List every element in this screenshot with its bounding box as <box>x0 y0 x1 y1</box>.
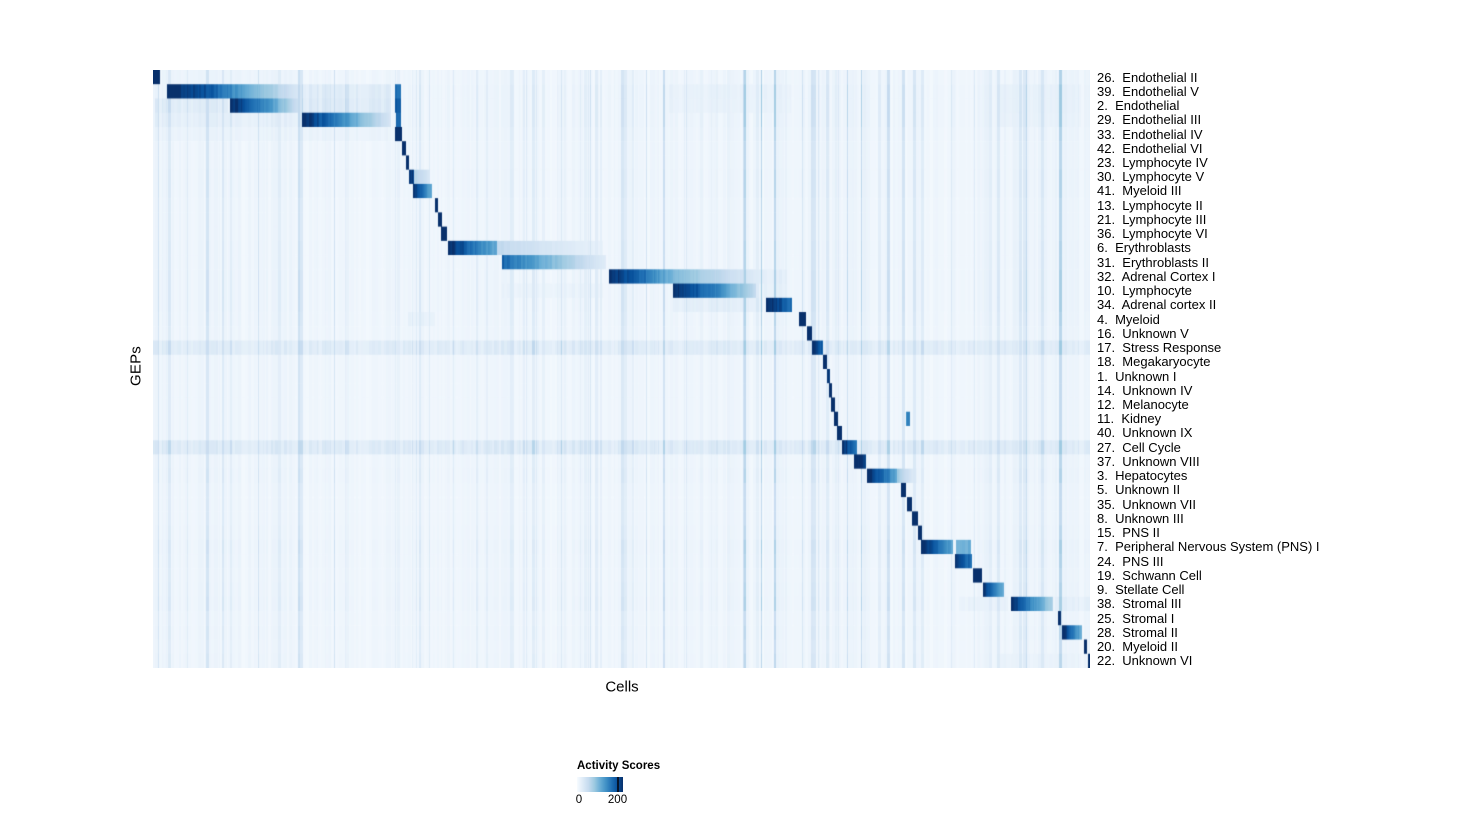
row-label: 40. Unknown IX <box>1097 425 1193 441</box>
row-label: 14. Unknown IV <box>1097 382 1193 398</box>
row-label: 5. Unknown II <box>1097 482 1181 498</box>
row-label: 11. Kidney <box>1097 411 1162 427</box>
legend-gradient-bar <box>577 777 623 792</box>
row-label: 15. PNS II <box>1097 525 1160 541</box>
row-label: 8. Unknown III <box>1097 510 1184 526</box>
row-label: 25. Stromal I <box>1097 610 1175 626</box>
row-label: 35. Unknown VII <box>1097 496 1196 512</box>
legend-max-label: 200 <box>607 794 628 806</box>
row-label: 17. Stress Response <box>1097 340 1222 356</box>
row-label: 36. Lymphocyte VI <box>1097 226 1208 242</box>
row-label: 42. Endothelial VI <box>1097 140 1203 156</box>
row-labels: 26. Endothelial II 39. Endothelial V 2. En… <box>1097 70 1455 668</box>
row-label: 13. Lymphocyte II <box>1097 197 1203 213</box>
row-label: 31. Erythroblasts II <box>1097 254 1209 270</box>
row-label: 27. Cell Cycle <box>1097 439 1181 455</box>
legend-min-label: 0 <box>575 794 583 806</box>
row-label: 39. Endothelial V <box>1097 83 1199 99</box>
heatmap-canvas <box>153 70 1090 668</box>
row-label: 22. Unknown VI <box>1097 653 1193 669</box>
row-label: 18. Megakaryocyte <box>1097 354 1211 370</box>
row-label: 32. Adrenal Cortex I <box>1097 268 1216 284</box>
row-label: 26. Endothelial II <box>1097 69 1198 85</box>
row-label: 6. Erythroblasts <box>1097 240 1191 256</box>
row-label: 7. Peripheral Nervous System (PNS) I <box>1097 539 1320 555</box>
row-label: 10. Lymphocyte <box>1097 283 1192 299</box>
row-label: 37. Unknown VIII <box>1097 453 1200 469</box>
row-label: 21. Lymphocyte III <box>1097 211 1207 227</box>
y-axis-label: GEPs <box>127 346 145 386</box>
row-label: 34. Adrenal cortex II <box>1097 297 1217 313</box>
row-label: 9. Stellate Cell <box>1097 582 1185 598</box>
activity-scores-legend: Activity Scores 0 200 <box>576 760 697 810</box>
row-label: 3. Hepatocytes <box>1097 468 1188 484</box>
legend-title: Activity Scores <box>577 760 661 772</box>
row-label: 2. Endothelial <box>1097 98 1180 114</box>
row-label: 28. Stromal II <box>1097 624 1178 640</box>
row-label: 29. Endothelial III <box>1097 112 1202 128</box>
row-label: 1. Unknown I <box>1097 368 1177 384</box>
row-label: 4. Myeloid <box>1097 311 1160 327</box>
row-label: 33. Endothelial IV <box>1097 126 1203 142</box>
row-label: 41. Myeloid III <box>1097 183 1182 199</box>
legend-tick-mark <box>617 777 620 792</box>
row-label: 38. Stromal III <box>1097 596 1182 612</box>
row-label: 12. Melanocyte <box>1097 397 1189 412</box>
row-label: 19. Schwann Cell <box>1097 567 1202 583</box>
x-axis-label: Cells <box>605 678 639 696</box>
row-label: 24. PNS III <box>1097 553 1164 569</box>
row-label: 30. Lymphocyte V <box>1097 169 1205 185</box>
row-label: 20. Myeloid II <box>1097 638 1178 654</box>
row-label: 16. Unknown V <box>1097 325 1189 341</box>
row-label: 23. Lymphocyte IV <box>1097 155 1208 171</box>
